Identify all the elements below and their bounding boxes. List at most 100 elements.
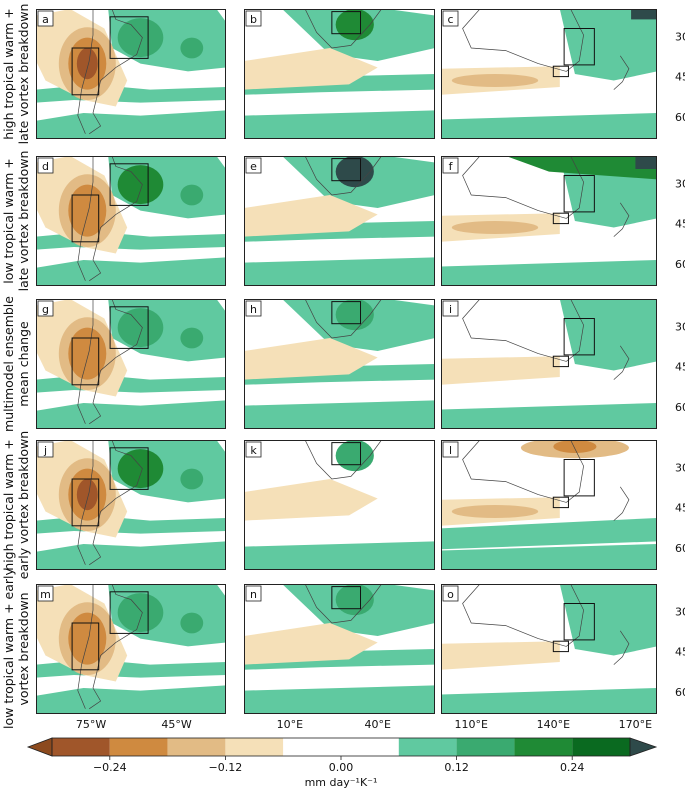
rain-max-north <box>117 449 164 489</box>
panel-g-field <box>36 299 226 429</box>
sesa-box <box>109 16 149 59</box>
rain-max-east <box>180 37 204 59</box>
colorbar-extend-min <box>26 737 53 757</box>
lat-tick-label: 45°S <box>675 71 685 84</box>
lon-tick-label: 75°W <box>76 718 106 731</box>
rain-max <box>335 440 374 472</box>
panel-letter-g: g <box>42 303 49 316</box>
dry-band <box>244 48 378 90</box>
rain-band-south <box>244 110 435 139</box>
coastline-east <box>89 440 143 566</box>
colorbar-tick-label: −0.24 <box>93 761 127 774</box>
colorbar-extend-max <box>629 737 658 757</box>
tasmania-box <box>552 212 569 225</box>
coastline-new-zealand <box>613 55 630 90</box>
row-label-line: high tropical warm + <box>1 439 16 571</box>
panel-n-field <box>244 584 435 714</box>
dry-center <box>76 48 98 80</box>
lat-tick-label: 45°S <box>675 502 685 515</box>
panel-letter-box <box>442 300 459 317</box>
panel-a-field <box>36 9 226 139</box>
rain-band-south <box>244 257 435 286</box>
panel-letter-i: i <box>449 303 452 316</box>
coastline-west <box>77 440 94 565</box>
panel-letter-box <box>442 585 459 602</box>
colorbar-tick-label: 0.24 <box>560 761 585 774</box>
panel-frame <box>36 299 226 429</box>
rain-band-south <box>244 541 435 570</box>
panel-h: h <box>244 299 435 429</box>
panel-letter-box <box>245 157 262 174</box>
panel-letter-box <box>37 585 54 602</box>
dry-core <box>68 184 107 237</box>
coastline-east <box>89 9 143 135</box>
tasmania-box <box>552 640 569 653</box>
panel-l: l 30°S 45°S 60°S <box>441 440 685 570</box>
coastline-australia <box>462 156 584 219</box>
colorbar-segment <box>52 738 110 756</box>
region-box <box>331 301 362 325</box>
rain-band-south <box>36 400 226 429</box>
dry-band <box>244 195 378 237</box>
dry-core <box>451 649 539 662</box>
coastline <box>304 584 382 624</box>
east-box <box>563 28 595 66</box>
coastline-new-zealand <box>613 486 630 521</box>
rain-corner <box>635 156 657 169</box>
colorbar-unit-label: mm day⁻¹K⁻¹ <box>305 776 378 788</box>
dry-band <box>244 338 378 380</box>
panel-a: a <box>36 9 226 139</box>
rain-band-south <box>244 400 435 429</box>
sesa-box <box>109 306 149 349</box>
coastline-australia <box>462 584 584 647</box>
rain-band-south <box>441 403 657 429</box>
panel-b: b <box>244 9 435 139</box>
panel-m-field <box>36 584 226 714</box>
row-label-line: late vortex breakdown <box>16 150 31 292</box>
dry-core <box>68 612 107 665</box>
rain-band-south <box>36 541 226 570</box>
row-label-line: early vortex breakdown <box>16 430 31 580</box>
patagonia-box <box>71 47 100 96</box>
coastline <box>304 299 382 339</box>
panel-frame <box>441 584 657 714</box>
panel-frame <box>441 156 657 286</box>
panel-i-field <box>441 299 657 429</box>
coastline-new-zealand <box>613 630 630 665</box>
panel-letter-box <box>245 441 262 458</box>
rain-max <box>335 156 374 188</box>
lat-tick-label: 30°S <box>675 605 685 618</box>
panel-j: j <box>36 440 226 570</box>
rain-max-north <box>505 156 657 180</box>
panel-letter-o: o <box>447 588 454 601</box>
rain-max-north <box>117 165 164 205</box>
east-box <box>563 603 595 641</box>
panel-frame <box>244 9 435 139</box>
lat-tick-label: 30°S <box>675 177 685 190</box>
coastline-east <box>89 584 143 710</box>
panel-o: o 30°S 45°S 60°S <box>441 584 685 714</box>
lat-tick-label: 60°S <box>675 401 685 414</box>
panel-letter-l: l <box>449 444 452 457</box>
row-label: low tropical warm + late vortex breakdown <box>1 141 33 301</box>
dry-core <box>68 327 107 380</box>
panel-letter-box <box>37 300 54 317</box>
rain-band-east <box>559 9 657 81</box>
row-label: low tropical warm + early vortex breakdow… <box>1 568 33 729</box>
panel-frame <box>244 440 435 570</box>
lat-tick-label: 60°S <box>675 686 685 699</box>
panel-letter-b: b <box>250 13 257 26</box>
tasmania-box <box>552 65 569 78</box>
coastline-west <box>77 584 94 709</box>
rain-band-south <box>441 260 657 286</box>
coastline-east <box>89 299 143 425</box>
panel-frame <box>244 299 435 429</box>
panel-frame <box>36 584 226 714</box>
lat-tick-label: 45°S <box>675 361 685 374</box>
lat-tick-label: 60°S <box>675 111 685 124</box>
patagonia-box <box>71 622 100 671</box>
panel-f-field <box>441 156 657 286</box>
panel-letter-f: f <box>449 160 454 173</box>
rain-max <box>335 9 374 41</box>
